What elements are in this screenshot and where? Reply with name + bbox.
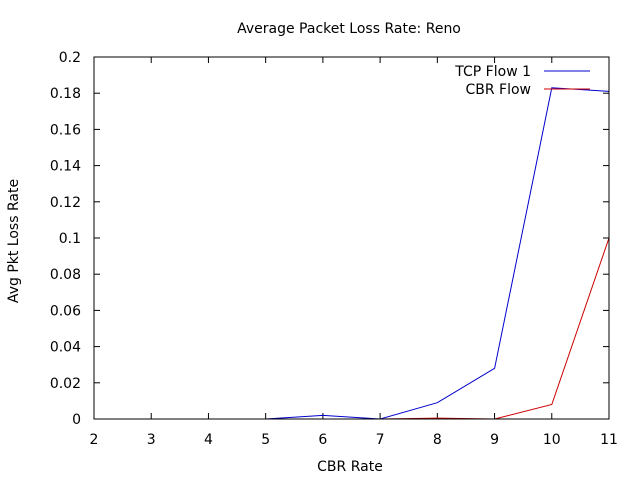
- x-tick-label: 2: [90, 432, 99, 448]
- y-tick-label: 0.06: [50, 303, 81, 319]
- y-tick-label: 0.04: [50, 340, 81, 356]
- plot-frame: [93, 56, 610, 420]
- legend-label-1: CBR Flow: [465, 82, 531, 98]
- y-tick-label: 0.08: [50, 267, 81, 283]
- x-tick-label: 5: [261, 432, 270, 448]
- axis-ticks: 2 3 4 5 6 7 8 9 10 11 0 0.02 0.04 0.06 0.08 0.1 0.12 0.14…: [50, 50, 618, 448]
- x-tick-label: 11: [600, 432, 618, 448]
- x-tick-label: 9: [490, 432, 499, 448]
- series-line-1: [94, 237, 610, 420]
- x-tick-label: 10: [543, 432, 561, 448]
- y-tick-label: 0.18: [50, 86, 81, 102]
- legend: TCP Flow 1 CBR Flow: [454, 64, 590, 98]
- y-tick-label: 0.12: [50, 195, 81, 211]
- y-axis-label: Avg Pkt Loss Rate: [6, 179, 22, 303]
- y-tick-label: 0.14: [50, 159, 81, 175]
- y-tick-label: 0.2: [59, 50, 81, 66]
- y-tick-label: 0.16: [50, 122, 81, 138]
- x-tick-label: 3: [147, 432, 156, 448]
- y-tick-label: 0.02: [50, 376, 81, 392]
- series-lines: [94, 87, 610, 420]
- y-tick-label: 0: [72, 412, 81, 428]
- x-tick-label: 4: [204, 432, 213, 448]
- legend-label-0: TCP Flow 1: [454, 64, 531, 80]
- x-tick-label: 8: [433, 432, 442, 448]
- y-tick-label: 0.1: [59, 231, 81, 247]
- series-line-0: [94, 87, 610, 420]
- x-tick-label: 6: [318, 432, 327, 448]
- x-tick-label: 7: [376, 432, 385, 448]
- chart-title: Average Packet Loss Rate: Reno: [237, 21, 461, 37]
- x-axis-label: CBR Rate: [317, 459, 383, 475]
